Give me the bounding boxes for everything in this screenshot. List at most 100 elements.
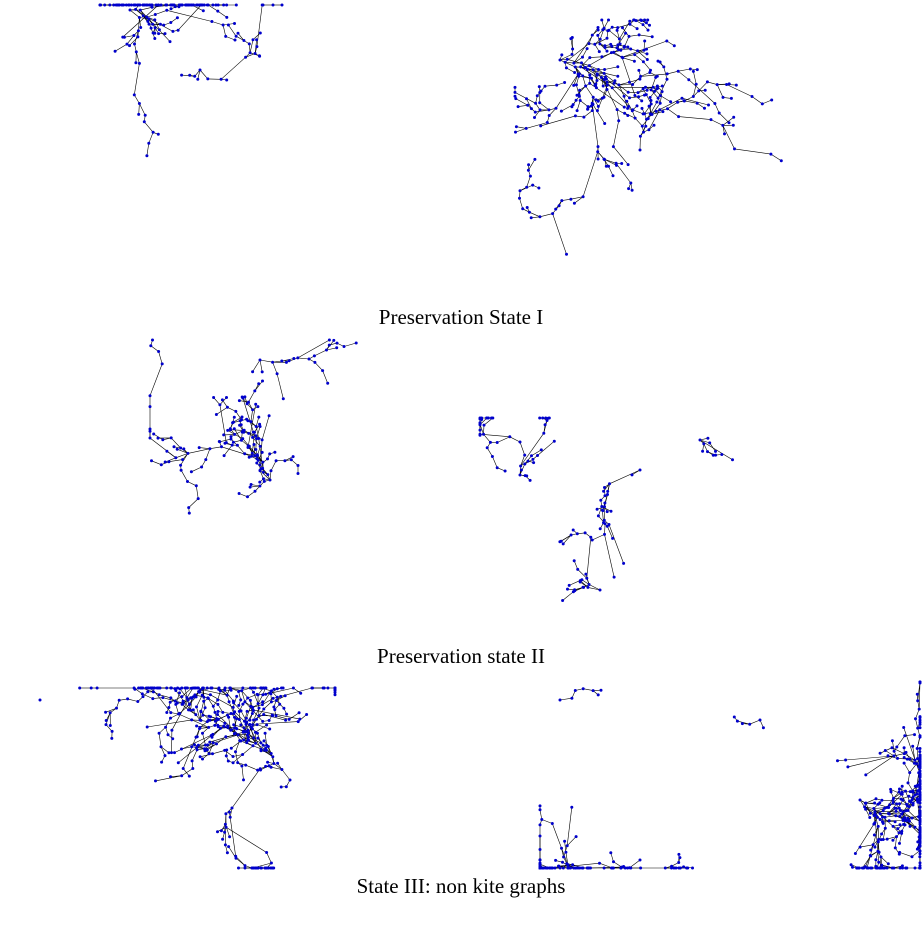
graph-edge (241, 765, 244, 780)
graph-edge (583, 688, 594, 691)
graph-node (169, 711, 173, 715)
graph-node (488, 440, 492, 444)
graph-node (551, 212, 555, 216)
graph-node (190, 745, 194, 749)
graph-node (226, 23, 230, 27)
graph-edge (105, 724, 113, 732)
graph-node (287, 717, 291, 721)
graph-node (721, 95, 725, 99)
graph-node (208, 693, 212, 697)
graph-edge (170, 696, 183, 703)
graph-node (326, 381, 330, 385)
graph-node (629, 47, 633, 51)
graph-node (243, 730, 247, 734)
graph-node (616, 65, 620, 69)
graph-node (613, 79, 617, 83)
graph-edge (864, 806, 874, 809)
graph-node (273, 708, 277, 712)
graph-node (169, 7, 173, 11)
graph-node (904, 866, 908, 870)
graph-node (677, 115, 681, 119)
graph-node (560, 53, 564, 57)
graph-node (574, 835, 578, 839)
graph-node (125, 42, 129, 46)
graph-node (878, 866, 882, 870)
graph-edge (893, 753, 905, 757)
graph-node (108, 724, 112, 727)
graph-node (702, 442, 706, 446)
graph-node (281, 397, 285, 401)
graph-node (607, 164, 610, 168)
graph-edge (247, 694, 258, 699)
graph-edge (231, 768, 261, 809)
graph-node (186, 451, 190, 455)
graph-edge (114, 43, 128, 52)
graph-node (541, 416, 545, 420)
graph-node (890, 746, 894, 750)
graph-node (533, 110, 537, 114)
graph-node (918, 864, 922, 868)
graph-node (255, 437, 258, 441)
graph-node (918, 840, 922, 844)
graph-node (240, 689, 244, 693)
graph-edge (124, 35, 134, 38)
graph-node (898, 787, 901, 791)
graph-node (658, 101, 662, 105)
graph-node (870, 866, 874, 870)
graph-node (635, 104, 639, 108)
graph-node (264, 764, 268, 768)
graph-node (187, 3, 191, 7)
graph-node (603, 494, 607, 498)
graph-edge (179, 688, 188, 698)
graph-edge (585, 85, 594, 98)
graph-node (714, 449, 717, 453)
graph-node (596, 99, 600, 103)
graph-node (735, 719, 739, 723)
graph-node (650, 35, 654, 39)
graph-node (272, 705, 276, 709)
graph-edge (917, 681, 921, 701)
graph-node (913, 825, 917, 829)
graph-node (918, 782, 922, 786)
graph-node (691, 866, 694, 870)
graph-node (89, 686, 93, 690)
graph-edge (576, 76, 580, 85)
graph-edge (105, 712, 111, 725)
graph-node (272, 687, 276, 691)
graph-edge (624, 112, 636, 119)
graph-node (630, 473, 634, 477)
graph-node (538, 416, 542, 420)
graph-node (591, 689, 595, 693)
graph-edge (260, 749, 273, 757)
graph-node (307, 357, 311, 361)
graph-node (871, 843, 875, 847)
graph-edge (235, 751, 238, 763)
graph-node (234, 34, 238, 38)
graph-node (602, 71, 606, 75)
graph-node (224, 825, 228, 829)
graph-edge (683, 100, 698, 104)
graph-node (570, 805, 574, 809)
graph-node (271, 866, 275, 870)
graph-edge (208, 698, 219, 705)
graph-edge (716, 84, 724, 98)
graph-node (918, 822, 922, 826)
graph-node (864, 773, 868, 777)
graph-node (918, 811, 922, 815)
graph-node (605, 83, 609, 87)
graph-node (259, 768, 262, 772)
graph-node (252, 690, 255, 694)
graph-node (112, 3, 116, 7)
graph-node (566, 863, 570, 867)
graph-edge (537, 440, 555, 456)
graph-node (225, 693, 229, 697)
graph-node (584, 572, 588, 576)
graph-node (583, 531, 587, 535)
graph-node (264, 686, 268, 690)
graph-edge (181, 74, 195, 77)
graph-edge (191, 746, 205, 749)
graph-node (258, 422, 262, 426)
graph-node (152, 686, 156, 690)
graph-edge (483, 425, 485, 435)
graph-node (630, 109, 634, 113)
